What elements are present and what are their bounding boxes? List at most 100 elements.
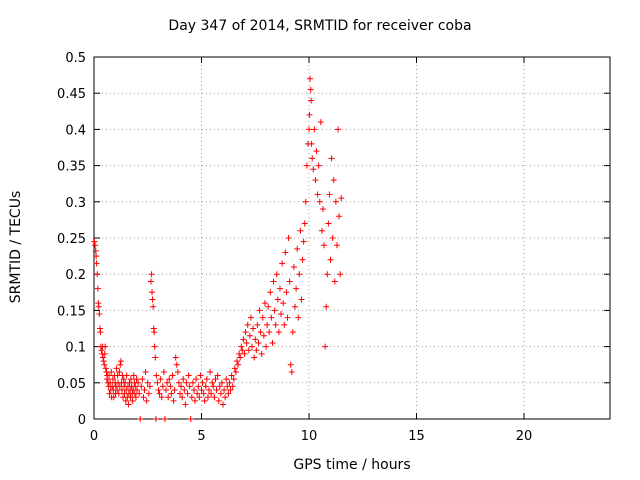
data-point (270, 278, 277, 285)
data-point (135, 379, 142, 386)
data-point (149, 289, 156, 296)
data-point (148, 271, 155, 278)
data-point (134, 387, 140, 394)
data-point (115, 390, 122, 397)
data-point (209, 379, 216, 386)
data-point (257, 329, 264, 336)
data-point (171, 387, 178, 394)
data-point (272, 321, 279, 328)
data-point (108, 368, 115, 375)
data-point (127, 394, 134, 401)
data-point (110, 394, 117, 401)
data-point (188, 394, 195, 401)
data-point (253, 347, 260, 354)
data-point (94, 271, 101, 278)
data-point (97, 329, 104, 336)
data-point (297, 227, 304, 234)
data-point (322, 343, 329, 350)
data-point (132, 394, 139, 401)
data-point (330, 177, 337, 184)
data-point (157, 376, 164, 383)
y-axis-label: SRMTID / TECUs (8, 190, 24, 304)
data-point (301, 220, 308, 227)
data-point (264, 321, 271, 328)
data-point (282, 249, 289, 256)
data-point (256, 307, 263, 314)
data-point (230, 376, 237, 383)
data-point (241, 350, 248, 357)
data-point (170, 397, 177, 404)
data-point (325, 220, 332, 227)
data-point (238, 343, 245, 350)
data-point (117, 358, 124, 365)
data-point (199, 379, 206, 386)
data-point (224, 383, 231, 390)
data-point (239, 347, 246, 354)
data-point (123, 372, 130, 379)
data-point (100, 354, 107, 361)
plot-frame (93, 56, 611, 420)
y-tick-label: 0.3 (65, 196, 86, 211)
data-point (250, 325, 257, 332)
data-point (190, 387, 197, 394)
data-point (202, 383, 209, 390)
data-point (218, 379, 225, 386)
data-point (159, 383, 166, 390)
data-point (326, 191, 333, 198)
data-point (267, 289, 274, 296)
data-point (130, 372, 137, 379)
data-point (136, 390, 143, 397)
data-point (93, 260, 100, 267)
data-point (91, 238, 98, 245)
data-point (286, 278, 293, 285)
data-point (210, 383, 217, 390)
data-point (186, 383, 193, 390)
data-point (132, 383, 139, 390)
data-point (319, 206, 326, 213)
data-point (163, 387, 170, 394)
data-point (299, 256, 306, 263)
data-point (237, 354, 244, 361)
data-point (335, 126, 342, 133)
data-point (98, 347, 105, 354)
data-point (140, 394, 147, 401)
data-point (284, 314, 291, 321)
data-point (147, 278, 154, 285)
data-point (113, 365, 120, 372)
data-point (306, 111, 313, 118)
data-point (196, 394, 203, 401)
data-point (182, 401, 189, 408)
data-point (315, 162, 322, 169)
y-tick-label: 0.35 (57, 160, 86, 175)
data-point (260, 332, 267, 339)
data-point (274, 296, 281, 303)
data-point (217, 390, 224, 397)
data-point (211, 394, 218, 401)
x-tick-label: 0 (90, 429, 98, 444)
data-point (240, 336, 247, 343)
data-point (311, 126, 318, 133)
data-point (206, 387, 213, 394)
data-point (263, 343, 269, 350)
y-tick-label: 0.45 (57, 87, 86, 102)
data-point (125, 401, 132, 408)
data-point (244, 321, 251, 328)
data-point (318, 227, 325, 234)
data-point (283, 289, 290, 296)
data-point (94, 285, 101, 292)
data-point (106, 372, 113, 379)
data-point (158, 394, 165, 401)
data-point (153, 372, 160, 379)
data-point (169, 372, 176, 379)
data-point (307, 86, 314, 93)
data-point (321, 242, 328, 249)
x-tick-label: 15 (408, 429, 425, 444)
data-point (109, 376, 116, 383)
data-point (102, 343, 109, 350)
data-point (102, 365, 109, 372)
data-point (300, 238, 307, 245)
data-point (197, 372, 204, 379)
data-point (232, 368, 239, 375)
data-point (254, 321, 261, 328)
data-point (309, 155, 316, 162)
